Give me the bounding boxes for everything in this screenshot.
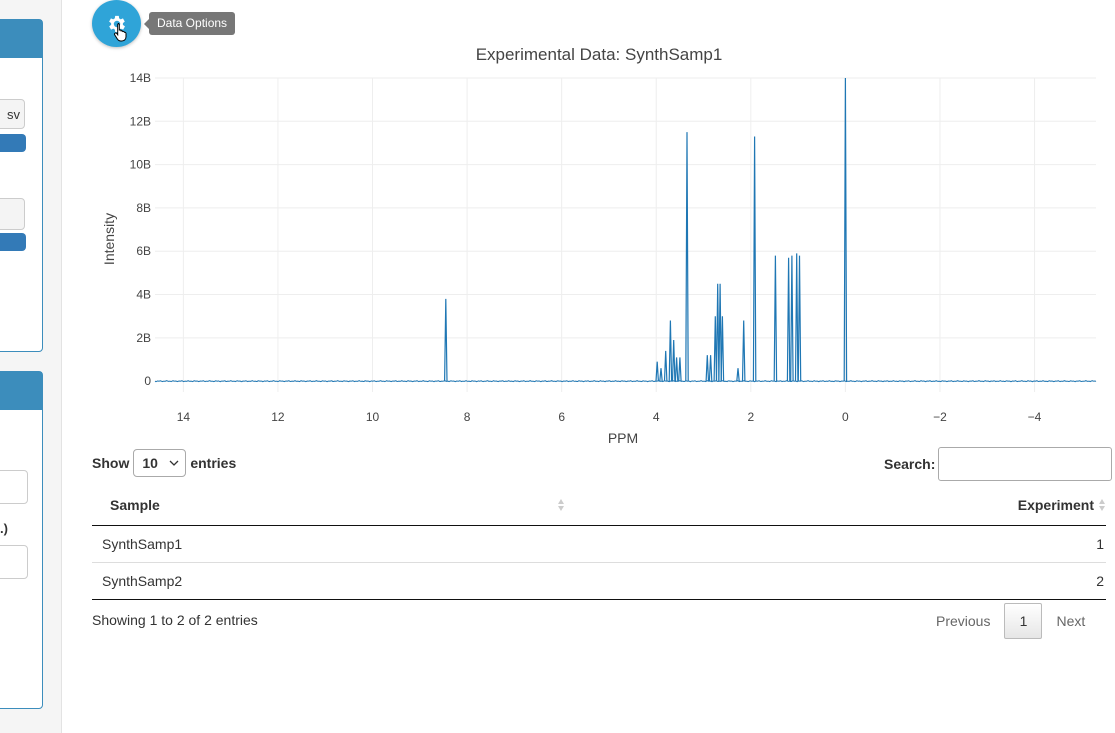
x-tick-label: 4	[653, 410, 660, 424]
entries-length-select[interactable]: 10	[133, 449, 187, 477]
y-axis-label: Intensity	[101, 213, 117, 265]
panel-header	[0, 372, 42, 410]
entries-label: entries	[190, 455, 237, 471]
spectrum-peak	[736, 368, 740, 382]
y-tick-label: 8B	[136, 201, 151, 215]
hand-cursor-icon	[114, 23, 127, 42]
show-label: Show	[92, 455, 130, 471]
spectrum-peak	[708, 355, 713, 382]
spectrum-peak	[752, 136, 757, 382]
spectrum-peak	[444, 298, 448, 382]
x-tick-label: 6	[558, 410, 565, 424]
spectrum-peak	[671, 339, 676, 382]
chart-title: Experimental Data: SynthSamp1	[476, 45, 723, 64]
data-options-button[interactable]	[92, 0, 141, 47]
y-tick-label: 0	[144, 374, 151, 388]
column-header-experiment[interactable]: Experiment	[557, 485, 1106, 526]
spectrum-chart-svg: 0 2B 4B 6B 8B 10B 12B 14B 14 12 10 8 6 4 2 0 −2 −4 Exper…	[101, 45, 1097, 446]
spectrum-peak	[786, 257, 791, 382]
entries-length-control: Show 10 entries	[92, 448, 236, 478]
spectrum-peak	[668, 320, 673, 382]
x-tick-label: 12	[271, 410, 285, 424]
spectrum-peak	[685, 132, 689, 382]
spectrum-peak	[718, 283, 722, 382]
spectrum-peak	[655, 361, 659, 382]
table-search: Search:	[884, 447, 1113, 481]
gear-icon	[108, 15, 125, 32]
sidebar-panel-upload	[0, 19, 43, 352]
sort-icon	[1099, 499, 1105, 511]
sidebar-input-1[interactable]	[0, 470, 28, 504]
table-info: Showing 1 to 2 of 2 entries	[92, 612, 258, 628]
next-page-button[interactable]: Next	[1056, 612, 1086, 629]
sidebar-label-fragment: .)	[0, 521, 8, 536]
search-input[interactable]	[938, 447, 1113, 481]
sidebar: sv .)	[0, 0, 62, 733]
table-row[interactable]: SynthSamp1 1	[92, 525, 1106, 563]
spectrum-peak	[663, 350, 668, 382]
y-tick-label: 4B	[136, 288, 151, 302]
upload-progress-bar-2	[0, 233, 26, 251]
spectrum-baseline	[154, 380, 1097, 383]
x-tick-label: −2	[933, 410, 947, 424]
y-axis-ticks: 0 2B 4B 6B 8B 10B 12B 14B	[130, 71, 152, 388]
samples-table: Sample Experiment SynthSamp1 1 SynthSamp…	[92, 485, 1106, 600]
page-1-button[interactable]: 1	[1004, 603, 1043, 639]
y-tick-label: 6B	[136, 244, 151, 258]
spectrum-peak	[797, 255, 802, 382]
x-tick-label: 2	[747, 410, 754, 424]
spectrum-peak	[773, 255, 778, 382]
panel-header	[0, 20, 42, 58]
spectrum-peak	[790, 255, 794, 382]
spectrum-peak	[715, 283, 720, 382]
y-tick-label: 2B	[136, 331, 151, 345]
x-tick-label: 8	[464, 410, 471, 424]
spectrum-peak	[720, 316, 725, 382]
browse-button[interactable]	[0, 198, 25, 230]
table-header-row: Sample Experiment	[92, 485, 1106, 526]
x-tick-label: 14	[177, 410, 191, 424]
browse-csv-button[interactable]: sv	[0, 99, 25, 129]
length-value: 10	[142, 455, 158, 471]
previous-page-button[interactable]: Previous	[936, 612, 991, 629]
spectrum-peak	[713, 316, 718, 382]
grid	[155, 77, 1096, 392]
x-tick-label: 10	[366, 410, 380, 424]
table-row[interactable]: SynthSamp2 2	[92, 562, 1106, 600]
cell-sample: SynthSamp1	[92, 525, 558, 563]
sidebar-panel-options	[0, 371, 43, 709]
spectrum-trace	[154, 77, 1097, 383]
y-tick-label: 14B	[130, 71, 151, 85]
x-axis-ticks: 14 12 10 8 6 4 2 0 −2 −4	[177, 410, 1042, 424]
chevron-down-icon	[169, 460, 179, 466]
x-tick-label: 0	[842, 410, 849, 424]
column-header-sample[interactable]: Sample	[92, 485, 564, 526]
spectrum-peak	[843, 77, 848, 382]
cell-sample: SynthSamp2	[92, 562, 558, 600]
x-axis-label: PPM	[608, 430, 638, 446]
data-options-tooltip: Data Options	[143, 12, 236, 35]
upload-progress-bar	[0, 134, 26, 152]
y-tick-label: 10B	[130, 158, 151, 172]
search-label: Search:	[884, 456, 936, 472]
cell-experiment: 2	[557, 562, 1106, 600]
spectrum-peak	[741, 320, 746, 382]
cell-experiment: 1	[557, 525, 1106, 563]
spectrum-peak	[794, 253, 799, 382]
spectrum-peak	[674, 357, 679, 382]
spectrum-peak	[678, 357, 682, 382]
spectrum-plot[interactable]: 0 2B 4B 6B 8B 10B 12B 14B 14 12 10 8 6 4 2 0 −2 −4 Exper…	[92, 40, 1107, 450]
pagination: Previous 1 Next	[926, 603, 1095, 639]
spectrum-peak	[705, 355, 710, 382]
x-tick-label: −4	[1028, 410, 1042, 424]
spectrum-peak	[659, 368, 663, 382]
y-tick-label: 12B	[130, 114, 151, 128]
sidebar-input-2[interactable]	[0, 545, 28, 579]
